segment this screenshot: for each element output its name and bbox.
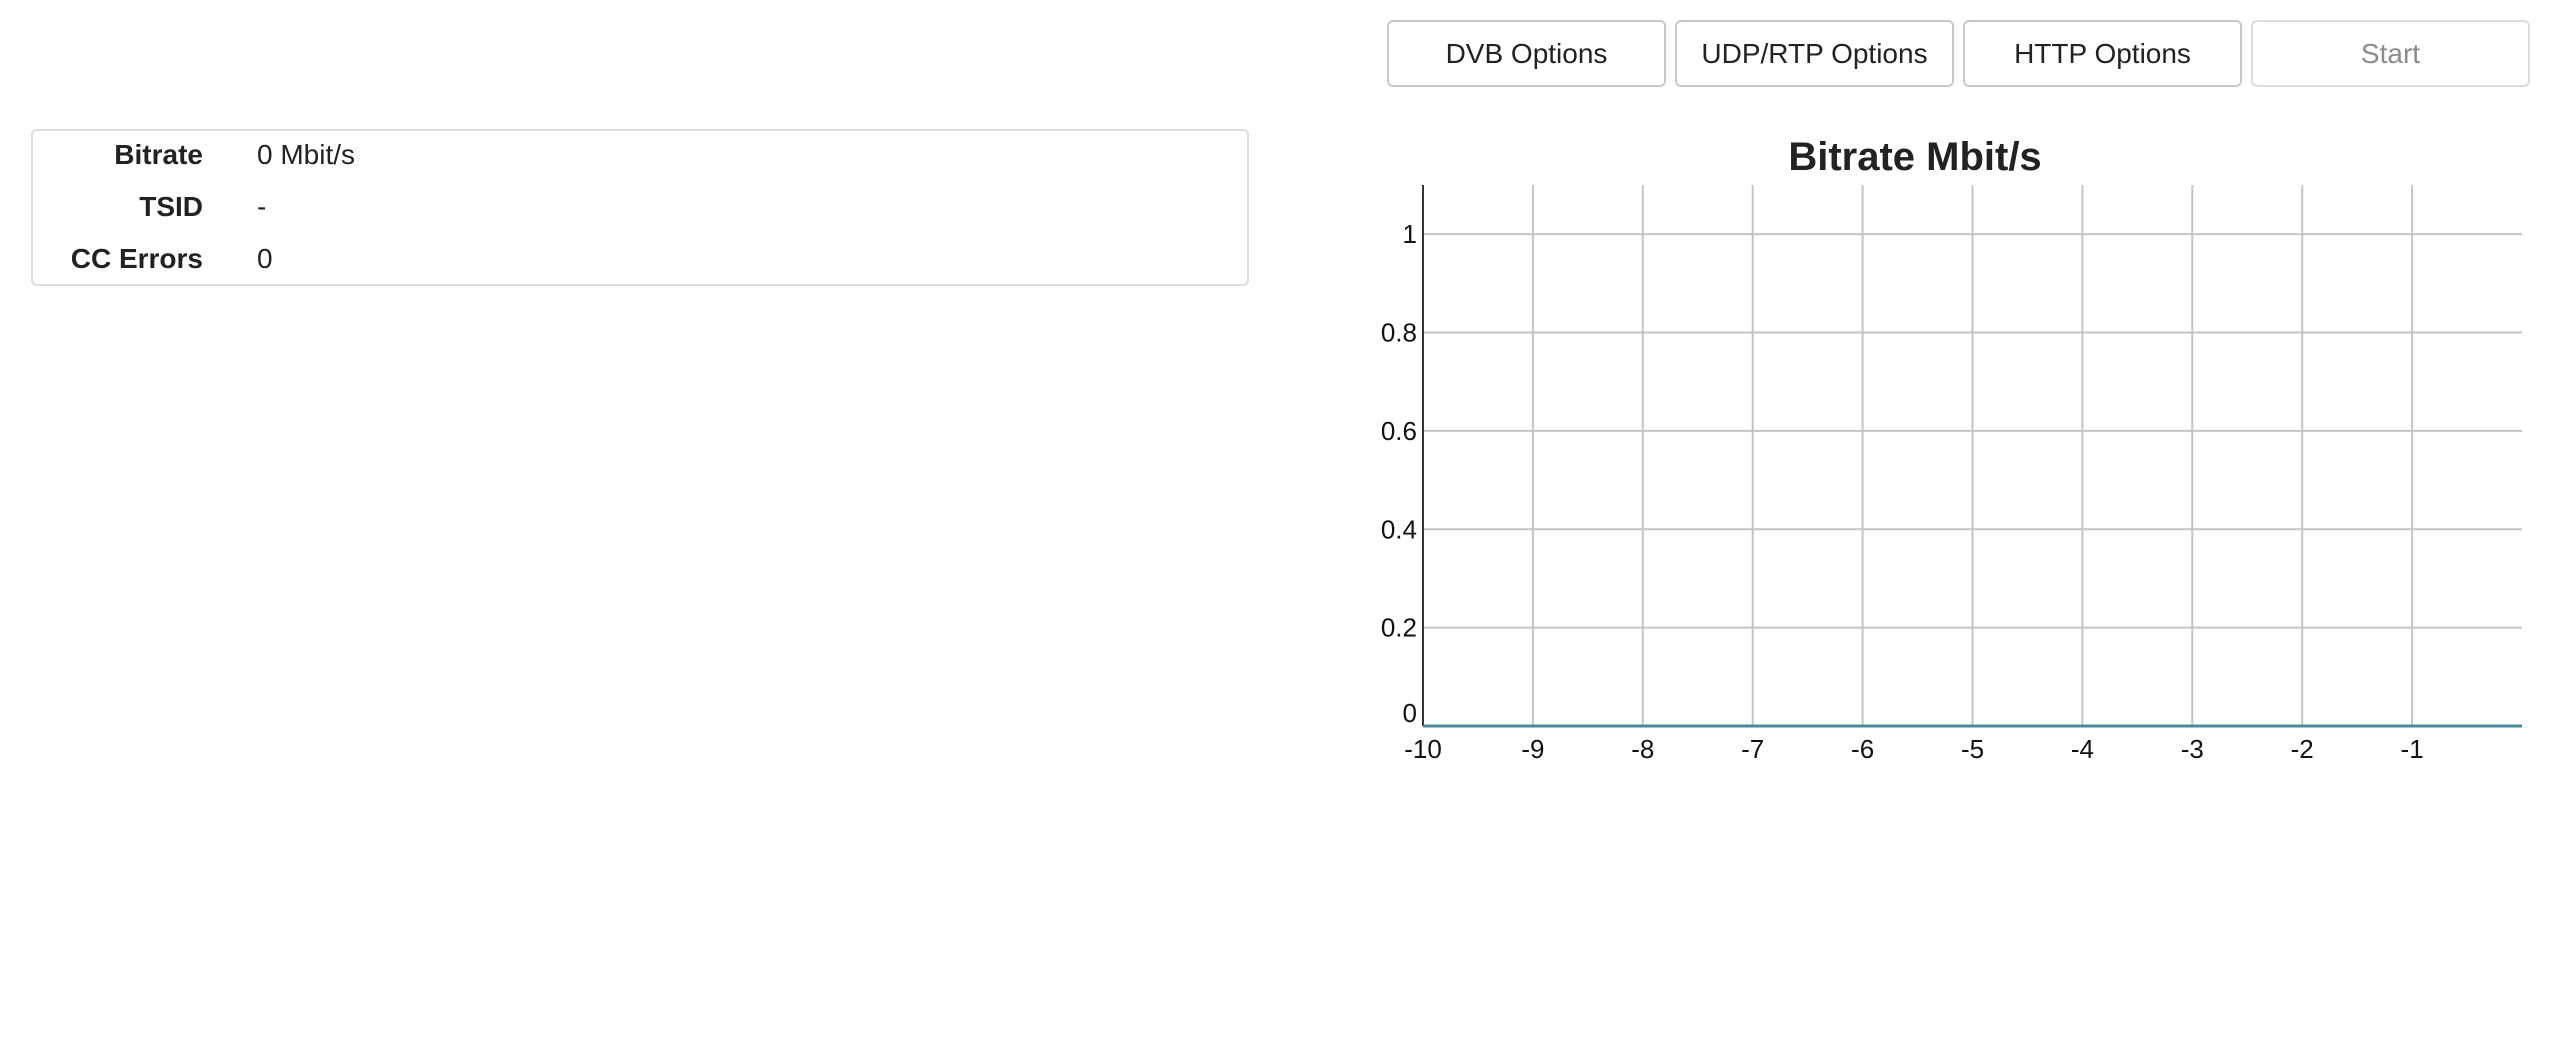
bitrate-value: 0 Mbit/s: [257, 139, 356, 170]
stat-row-cc-errors: CC Errors 0: [33, 239, 1247, 279]
stat-row-tsid: TSID -: [33, 187, 1247, 227]
stats-panel: Bitrate 0 Mbit/s TSID - CC Errors 0: [31, 129, 1249, 286]
x-tick-label: -8: [1631, 734, 1654, 764]
y-tick-label: 1: [1403, 219, 1417, 249]
x-tick-label: -3: [2181, 734, 2204, 764]
x-tick-label: -10: [1404, 734, 1442, 764]
chart-grid: [1423, 185, 2522, 726]
chart-title: Bitrate Mbit/s: [1788, 135, 2041, 179]
y-tick-label: 0.2: [1381, 613, 1417, 643]
x-tick-label: -9: [1521, 734, 1544, 764]
cc-errors-label: CC Errors: [70, 243, 203, 274]
chart-tick-labels: -10 -9 -8 -7 -6 -5 -4 -3 -2 -100.20.40.60.81: [1381, 219, 2424, 764]
y-tick-label: 0.6: [1381, 416, 1417, 446]
udp-rtp-options-button[interactable]: UDP/RTP Options: [1675, 20, 1954, 87]
tsid-label: TSID: [139, 191, 203, 222]
y-tick-label: 0: [1403, 698, 1417, 728]
y-tick-label: 0.4: [1381, 514, 1417, 544]
x-tick-label: -1: [2401, 734, 2424, 764]
bitrate-label: Bitrate: [114, 139, 203, 170]
tsid-value: -: [257, 191, 267, 222]
http-options-button[interactable]: HTTP Options: [1963, 20, 2242, 87]
x-tick-label: -6: [1851, 734, 1874, 764]
x-tick-label: -4: [2071, 734, 2094, 764]
stat-row-bitrate: Bitrate 0 Mbit/s: [33, 135, 1247, 175]
y-tick-label: 0.8: [1381, 318, 1417, 348]
x-tick-label: -5: [1961, 734, 1984, 764]
bitrate-chart: Bitrate Mbit/s -10 -9 -8 -7 -6 -5 -4 -3 -2 -100.2…: [1381, 135, 2522, 764]
x-tick-label: -7: [1741, 734, 1764, 764]
start-button[interactable]: Start: [2251, 20, 2530, 87]
x-tick-label: -2: [2291, 734, 2314, 764]
cc-errors-value: 0: [257, 243, 273, 274]
dvb-options-button[interactable]: DVB Options: [1387, 20, 1666, 87]
